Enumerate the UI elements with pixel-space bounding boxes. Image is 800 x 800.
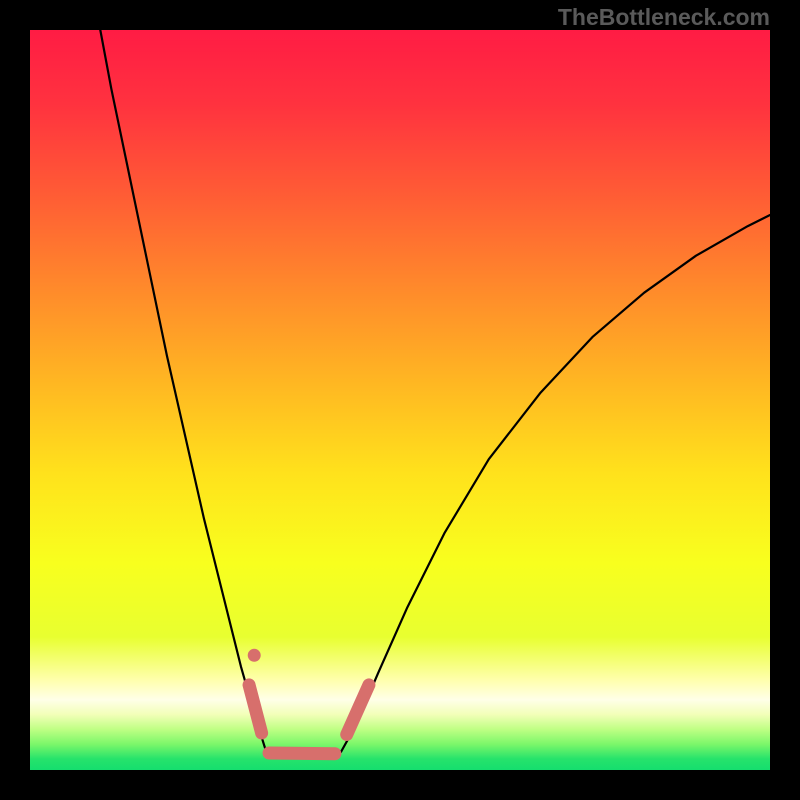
watermark-text: TheBottleneck.com <box>558 4 770 31</box>
frame-right <box>770 0 800 800</box>
frame-left <box>0 0 30 800</box>
data-mark-segment-1 <box>269 753 335 754</box>
data-mark-dot-0 <box>248 649 261 662</box>
gradient-background <box>30 30 770 770</box>
bottleneck-chart <box>0 0 800 800</box>
frame-bottom <box>0 770 800 800</box>
